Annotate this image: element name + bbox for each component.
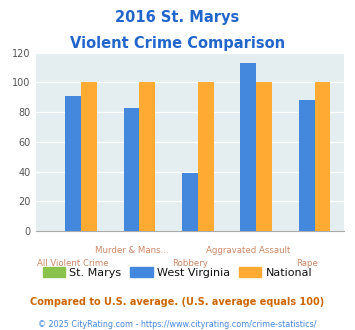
Legend: St. Marys, West Virginia, National: St. Marys, West Virginia, National <box>38 263 317 282</box>
Text: Murder & Mans...: Murder & Mans... <box>95 246 168 255</box>
Text: All Violent Crime: All Violent Crime <box>37 259 109 268</box>
Bar <box>198 82 214 231</box>
Text: 2016 St. Marys: 2016 St. Marys <box>115 10 240 25</box>
Bar <box>140 82 155 231</box>
Text: Rape: Rape <box>296 259 318 268</box>
Text: Violent Crime Comparison: Violent Crime Comparison <box>70 36 285 51</box>
Bar <box>299 100 315 231</box>
Bar <box>65 96 81 231</box>
Bar <box>240 63 256 231</box>
Bar <box>124 108 140 231</box>
Bar <box>256 82 272 231</box>
Text: Robbery: Robbery <box>172 259 208 268</box>
Bar <box>315 82 330 231</box>
Bar <box>81 82 97 231</box>
Text: Compared to U.S. average. (U.S. average equals 100): Compared to U.S. average. (U.S. average … <box>31 297 324 307</box>
Text: Aggravated Assault: Aggravated Assault <box>206 246 290 255</box>
Text: © 2025 CityRating.com - https://www.cityrating.com/crime-statistics/: © 2025 CityRating.com - https://www.city… <box>38 320 317 329</box>
Bar <box>182 173 198 231</box>
